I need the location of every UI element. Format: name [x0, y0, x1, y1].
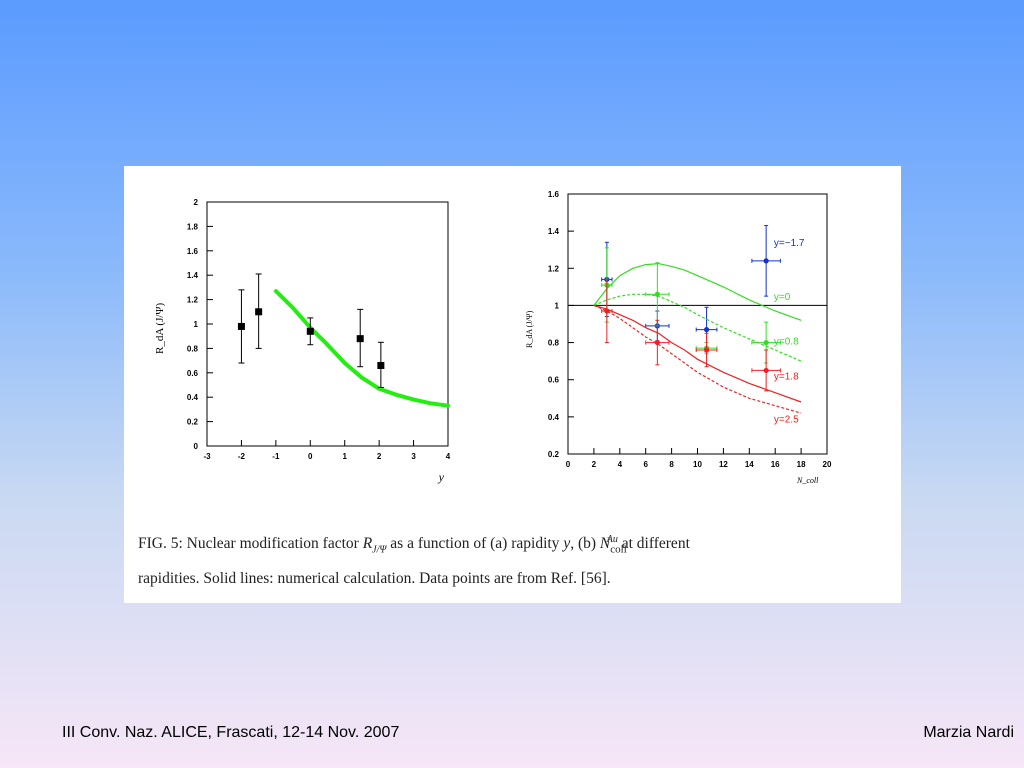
panel-b-ytick-label: 1: [555, 301, 560, 310]
panel-b-xtick-label: 2: [592, 460, 597, 469]
panel-a-xtick-label: 3: [411, 452, 416, 461]
panel-b-series-label: y=1.8: [774, 372, 799, 383]
panel-b-curve-1: [593, 262, 802, 321]
panel-a-xtick-label: -1: [272, 452, 280, 461]
panel-b-data-point: [703, 326, 710, 333]
panel-b-series-label: y=−1.7: [774, 238, 805, 249]
panel-a-xtick-label: 2: [377, 452, 382, 461]
panel-b-series-label: y=0: [774, 292, 791, 303]
panel-b-xtick-label: 8: [669, 460, 674, 469]
panel-b-xtick-label: 20: [823, 460, 832, 469]
panel-b-ytick-label: 0.4: [548, 413, 560, 422]
panel-a-data-point: [306, 327, 314, 335]
panel-b-xlabel: N_coll: [796, 476, 819, 485]
panel-b-curve-3: [593, 304, 802, 403]
panel-a-data-point: [377, 361, 385, 369]
panel-a-ytick-label: 0.2: [187, 418, 199, 427]
panel-b-data-point: [763, 339, 769, 346]
panel-b-series-label: y=2.5: [774, 414, 799, 425]
panel-a-ytick-label: 0.8: [187, 344, 199, 353]
panel-b-data-point: [703, 347, 710, 353]
panel-b-xtick-label: 10: [693, 460, 702, 469]
panel-b-xtick-label: 4: [618, 460, 623, 469]
panel-b-xtick-label: 0: [566, 460, 571, 469]
panel-b-ytick-label: 0.8: [548, 339, 560, 348]
panel-b-xtick-label: 18: [797, 460, 806, 469]
panel-b-ytick-label: 1.6: [548, 190, 560, 199]
panel-b-data-point: [763, 258, 769, 264]
figure-caption-line-1: FIG. 5: Nuclear modification factor RJ/Ψ…: [138, 534, 690, 556]
panel-a-xtick-label: -3: [203, 452, 211, 461]
panel-a-data-point: [237, 322, 245, 330]
panel-a-ytick-label: 2: [194, 198, 199, 207]
panel-a-calc-curve: [273, 289, 450, 408]
figure-plots: -3 -2 -1 0 1 2 3 400.20.40.60.811.21.41.61.82yR…: [154, 190, 832, 485]
panel-a-ytick-label: 1.8: [187, 222, 199, 231]
panel-b-data-point: [763, 367, 769, 374]
panel-a-xtick-label: 1: [342, 452, 347, 461]
panel-b-ytick-label: 1.2: [548, 264, 560, 273]
panel-a-data-point: [255, 308, 263, 316]
panel-a-xlabel: y: [438, 470, 445, 484]
panel-a-xtick-label: 4: [446, 452, 451, 461]
panel-a-xtick-label: 0: [308, 452, 313, 461]
panel-a-ytick-label: 1.4: [187, 271, 199, 280]
panel-b-ytick-label: 0.2: [548, 450, 560, 459]
panel-b-ytick-label: 0.6: [548, 376, 560, 385]
panel-b-xtick-label: 16: [771, 460, 780, 469]
panel-b-data-point: [604, 308, 610, 314]
panel-b-series-label: y=0.8: [774, 336, 799, 347]
panel-b-xtick-label: 14: [745, 460, 754, 469]
footer-author: Marzia Nardi: [923, 724, 1014, 741]
panel-b-xtick-label: 6: [643, 460, 648, 469]
panel-a-ytick-label: 1.6: [187, 247, 199, 256]
panel-a-ylabel: R_dA (J/Ψ): [154, 302, 166, 354]
figure-caption-line-2: rapidities. Solid lines: numerical calcu…: [138, 570, 611, 587]
panel-a-data-point: [356, 335, 364, 343]
panel-b-ylabel: R_dA (J/Ψ): [525, 310, 534, 348]
panel-a-ytick-label: 0.6: [187, 369, 199, 378]
panel-b-xtick-label: 12: [719, 460, 728, 469]
footer-conference: III Conv. Naz. ALICE, Frascati, 12-14 No…: [62, 724, 400, 741]
figure: -3 -2 -1 0 1 2 3 4 0 0.2 0.4 0.6 0.8 1 1.2 1.4 1.6 1.8 2 y R…: [124, 166, 901, 603]
panel-b-curve-2: [593, 293, 802, 362]
panel-a-ytick-label: 0: [194, 442, 199, 451]
panel-a-ytick-label: 0.4: [187, 393, 199, 402]
panel-b-ytick-label: 1.4: [548, 227, 560, 236]
panel-a-xtick-label: -2: [238, 452, 246, 461]
panel-a-ytick-label: 1.2: [187, 296, 199, 305]
panel-b-curve-4: [593, 304, 802, 414]
panel-a-ytick-label: 1: [194, 320, 199, 329]
